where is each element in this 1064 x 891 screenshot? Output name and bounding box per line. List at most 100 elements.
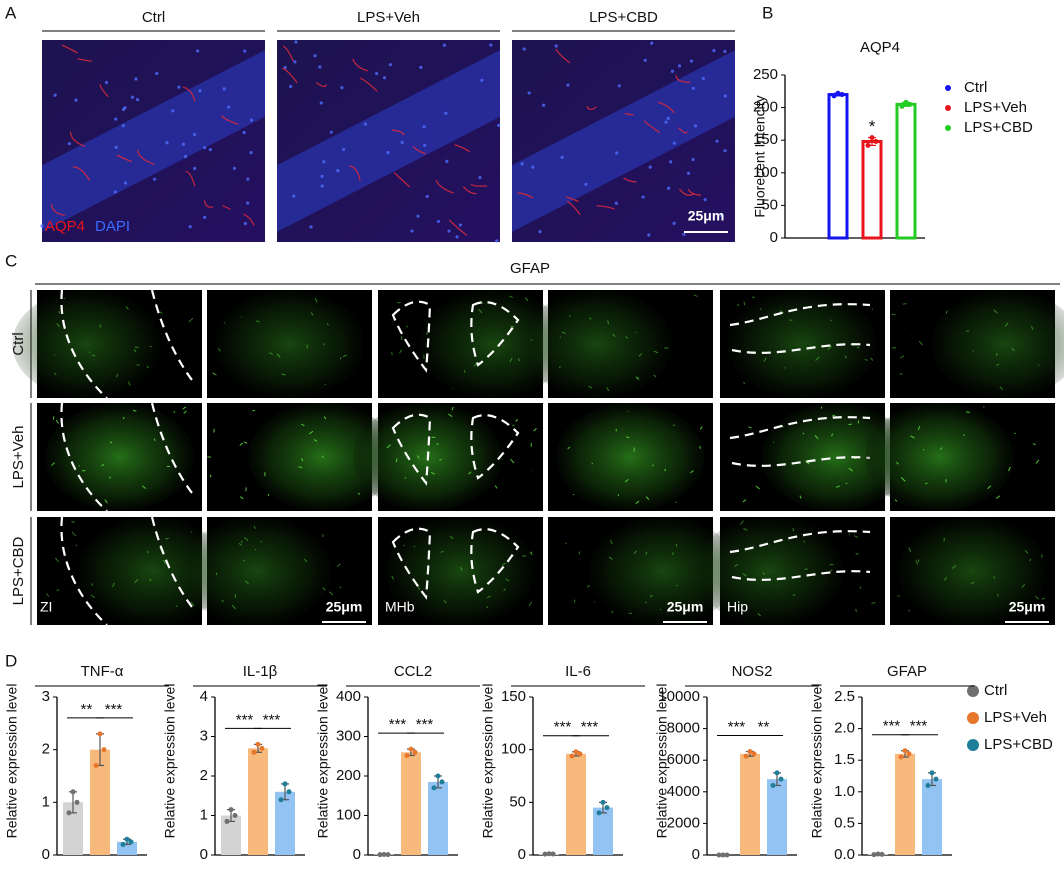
nucleus xyxy=(329,130,333,134)
astrocyte xyxy=(58,310,61,314)
astrocyte xyxy=(983,406,985,408)
astrocyte xyxy=(836,485,840,488)
nucleus xyxy=(336,169,340,173)
nucleus xyxy=(243,221,247,226)
vessel xyxy=(675,75,691,83)
chart-title: NOS2 xyxy=(732,663,773,680)
vessel xyxy=(182,86,196,102)
astrocyte xyxy=(830,319,832,322)
astrocyte xyxy=(448,413,453,418)
data-point xyxy=(259,745,265,751)
astrocyte xyxy=(859,586,862,589)
significance: *** xyxy=(910,718,928,735)
y-tick-label: 0.0 xyxy=(834,846,855,863)
gfap-signal xyxy=(12,290,161,398)
astrocyte xyxy=(281,373,286,376)
nucleus xyxy=(232,166,237,170)
stain-label: AQP4 xyxy=(45,218,85,235)
y-tick-label: 10000 xyxy=(658,688,700,705)
astrocyte xyxy=(134,578,139,583)
data-point xyxy=(120,841,126,847)
nucleus xyxy=(121,107,126,112)
astrocyte xyxy=(190,601,195,606)
astrocyte xyxy=(104,499,108,504)
gfap-signal xyxy=(386,517,535,625)
astrocyte xyxy=(568,314,571,317)
astrocyte xyxy=(239,442,244,447)
y-tick-label: 2000 xyxy=(667,814,700,831)
astrocyte xyxy=(309,430,314,435)
y-axis-label: Fluorecent Intencity xyxy=(752,95,768,217)
astrocyte xyxy=(322,587,326,591)
nucleus xyxy=(615,151,619,155)
y-tick-label: 250 xyxy=(753,66,778,83)
astrocyte xyxy=(987,485,992,490)
astrocyte xyxy=(699,446,701,449)
vessel xyxy=(221,115,239,126)
astrocyte xyxy=(323,416,327,420)
significance: *** xyxy=(883,718,901,735)
y-axis-label: Relative expression level xyxy=(809,684,825,839)
astrocyte xyxy=(494,485,498,489)
significance: * xyxy=(869,117,876,136)
data-point xyxy=(286,789,292,795)
panel-label: B xyxy=(762,3,773,22)
astrocyte xyxy=(91,583,93,587)
astrocyte xyxy=(996,363,1000,366)
region-outline xyxy=(391,527,432,600)
nucleus xyxy=(520,162,524,166)
astrocyte xyxy=(55,419,59,424)
astrocyte xyxy=(573,493,575,496)
gfap-signal xyxy=(898,517,1047,625)
astrocyte xyxy=(626,436,630,439)
nucleus xyxy=(243,49,247,53)
nucleus xyxy=(203,146,207,150)
region-outline xyxy=(150,516,193,608)
scale-bar-label: 25μm xyxy=(1009,599,1046,615)
data-point xyxy=(431,785,437,791)
astrocyte xyxy=(792,527,795,532)
astrocyte xyxy=(276,353,281,358)
cell-layer xyxy=(277,50,500,232)
nucleus xyxy=(566,83,570,87)
astrocyte xyxy=(902,303,907,305)
data-point xyxy=(902,748,908,754)
nucleus xyxy=(650,41,654,45)
region-outline xyxy=(731,456,871,467)
vessel xyxy=(454,144,470,153)
legend-marker xyxy=(945,105,951,111)
astrocyte xyxy=(162,559,167,565)
region-outline xyxy=(391,300,432,373)
nucleus xyxy=(292,194,296,198)
region-outline xyxy=(731,570,871,581)
significance: *** xyxy=(389,716,407,733)
data-point xyxy=(542,851,548,857)
legend-label: Ctrl xyxy=(964,79,987,96)
nucleus xyxy=(242,130,246,135)
nucleus xyxy=(720,214,724,218)
astrocyte xyxy=(610,539,613,545)
data-point xyxy=(724,852,730,858)
astrocyte xyxy=(589,317,592,320)
panel-title: GFAP xyxy=(510,260,550,277)
data-point xyxy=(546,851,552,857)
vessel xyxy=(555,48,571,64)
astrocyte xyxy=(188,317,194,323)
data-point xyxy=(228,807,234,813)
astrocyte xyxy=(301,423,305,427)
nucleus xyxy=(134,77,138,81)
data-point xyxy=(906,751,912,757)
data-point xyxy=(873,139,879,145)
astrocyte xyxy=(734,563,739,567)
astrocyte xyxy=(468,471,472,475)
astrocyte xyxy=(324,383,326,386)
y-axis-label: Relative expression level xyxy=(315,684,331,839)
y-tick-label: 0 xyxy=(518,846,526,863)
astrocyte xyxy=(509,295,513,299)
legend-label: LPS+Veh xyxy=(984,709,1047,726)
astrocyte xyxy=(304,558,308,563)
data-point xyxy=(70,789,76,795)
region-outline xyxy=(150,289,193,381)
nucleus xyxy=(522,47,526,51)
vessel xyxy=(412,145,427,155)
